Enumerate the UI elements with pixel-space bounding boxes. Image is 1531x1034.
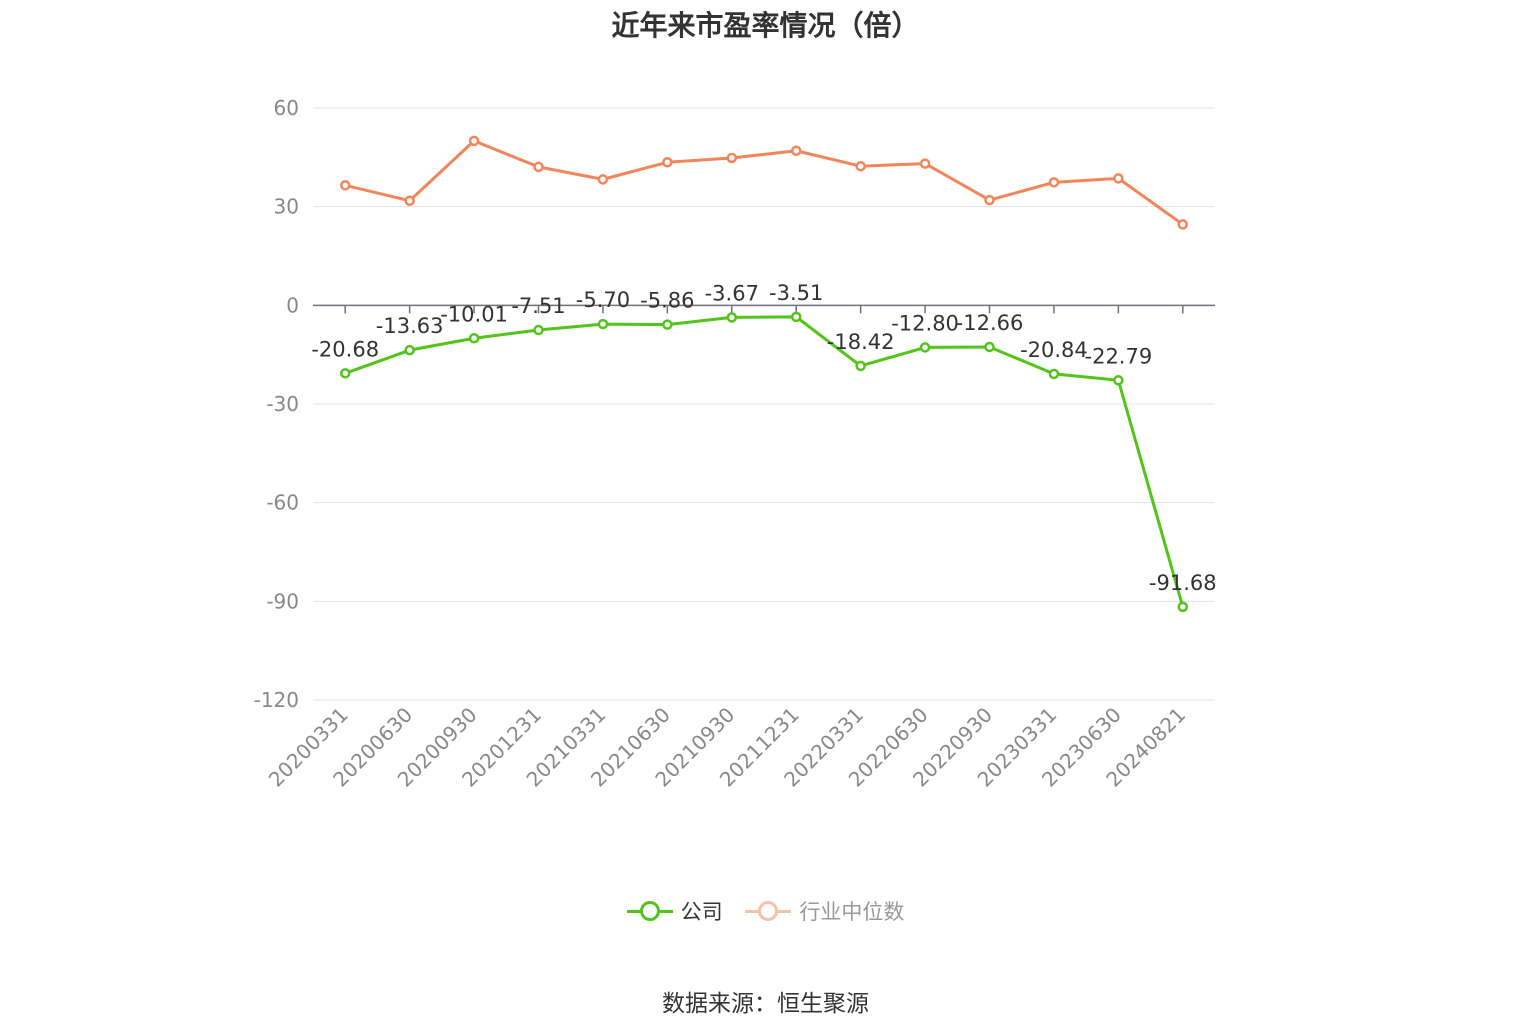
data-point-company <box>984 341 995 353</box>
data-point-industry-median <box>468 135 480 147</box>
y-tick-label: -30 <box>266 392 299 416</box>
data-label: -12.66 <box>956 311 1024 335</box>
data-point-company <box>597 318 609 330</box>
data-point-industry-median <box>1048 177 1060 188</box>
data-source: 数据来源：恒生聚源 <box>662 991 869 1017</box>
y-tick-label: -90 <box>266 589 299 613</box>
legend-label-industry-median: 行业中位数 <box>799 900 905 924</box>
data-point-company <box>339 368 351 379</box>
data-point-industry-median <box>597 174 609 185</box>
data-label: -10.01 <box>440 302 508 326</box>
data-label: -13.63 <box>376 314 444 338</box>
y-tick-label: 60 <box>274 96 299 120</box>
data-point-company <box>1113 375 1124 386</box>
data-point-industry-median <box>1177 219 1189 230</box>
data-label: -3.67 <box>705 281 759 305</box>
data-point-industry-median <box>790 145 802 157</box>
data-point-company <box>1177 601 1189 613</box>
legend-label-company: 公司 <box>680 900 723 924</box>
legend: 公司 行业中位数 <box>0 896 1531 926</box>
data-label: -5.86 <box>640 289 694 313</box>
data-point-industry-median <box>339 180 351 191</box>
data-label: -7.51 <box>511 294 565 318</box>
data-point-company <box>1048 368 1060 380</box>
y-tick-label: 30 <box>274 195 299 219</box>
data-label: -12.80 <box>891 311 959 335</box>
data-point-industry-median <box>855 160 866 172</box>
series-line-company <box>344 315 1185 608</box>
data-point-industry-median <box>984 194 995 206</box>
data-label: -5.70 <box>576 288 630 312</box>
data-point-company <box>726 312 738 323</box>
chart-title: 近年来市盈率情况（倍） <box>611 9 920 42</box>
line-chart: 60300-30-60-90-1202020033120200630202009… <box>254 96 1217 792</box>
y-tick-label: 0 <box>286 293 299 317</box>
data-point-industry-median <box>404 195 415 206</box>
data-label: -22.79 <box>1085 344 1153 368</box>
data-point-industry-median <box>662 157 673 168</box>
data-point-company <box>468 333 480 344</box>
data-point-industry-median <box>533 161 544 173</box>
series-line-industry-median <box>344 139 1184 226</box>
legend-swatch-company <box>626 901 673 921</box>
data-point-company <box>790 311 802 323</box>
y-tick-label: -60 <box>266 491 299 515</box>
data-point-industry-median <box>726 152 738 164</box>
legend-swatch-industry-median <box>745 901 792 921</box>
data-point-company <box>404 344 415 356</box>
data-label: -91.68 <box>1149 571 1217 595</box>
data-point-company <box>662 319 673 330</box>
data-point-industry-median <box>1113 173 1124 184</box>
legend-item-industry-median[interactable]: 行业中位数 <box>745 896 904 926</box>
data-point-company <box>919 342 931 353</box>
data-label: -18.42 <box>827 330 895 354</box>
data-point-company <box>533 324 544 336</box>
data-point-company <box>855 360 866 372</box>
data-label: -20.68 <box>311 337 379 361</box>
data-label: -3.51 <box>769 281 823 305</box>
legend-item-company[interactable]: 公司 <box>626 896 723 926</box>
y-tick-label: -120 <box>254 688 299 712</box>
data-label: -20.84 <box>1020 338 1088 362</box>
data-point-industry-median <box>919 158 931 169</box>
